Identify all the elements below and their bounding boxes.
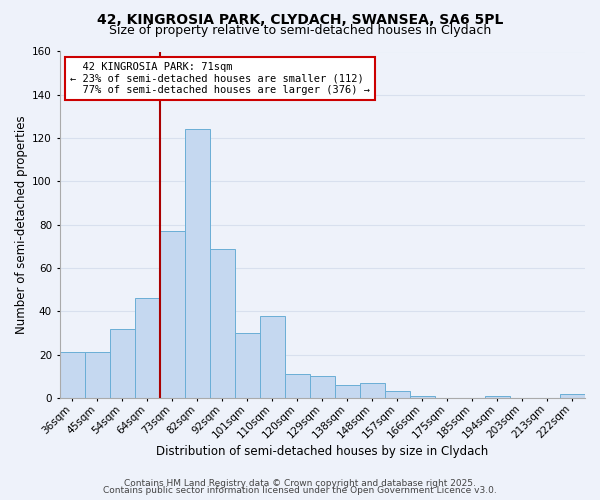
Bar <box>360 383 385 398</box>
Text: 42 KINGROSIA PARK: 71sqm
← 23% of semi-detached houses are smaller (112)
  77% o: 42 KINGROSIA PARK: 71sqm ← 23% of semi-d… <box>70 62 370 95</box>
Text: Contains HM Land Registry data © Crown copyright and database right 2025.: Contains HM Land Registry data © Crown c… <box>124 478 476 488</box>
Bar <box>335 385 360 398</box>
Bar <box>385 392 410 398</box>
Bar <box>560 394 585 398</box>
Bar <box>235 333 260 398</box>
Bar <box>410 396 435 398</box>
Y-axis label: Number of semi-detached properties: Number of semi-detached properties <box>15 116 28 334</box>
Bar <box>59 352 85 398</box>
Bar <box>185 130 209 398</box>
Text: Contains public sector information licensed under the Open Government Licence v3: Contains public sector information licen… <box>103 486 497 495</box>
Bar <box>85 352 110 398</box>
Bar <box>485 396 510 398</box>
Bar <box>110 328 134 398</box>
Bar <box>134 298 160 398</box>
Text: Size of property relative to semi-detached houses in Clydach: Size of property relative to semi-detach… <box>109 24 491 37</box>
Bar <box>160 231 185 398</box>
Text: 42, KINGROSIA PARK, CLYDACH, SWANSEA, SA6 5PL: 42, KINGROSIA PARK, CLYDACH, SWANSEA, SA… <box>97 12 503 26</box>
Bar <box>209 248 235 398</box>
X-axis label: Distribution of semi-detached houses by size in Clydach: Distribution of semi-detached houses by … <box>156 444 488 458</box>
Bar <box>285 374 310 398</box>
Bar <box>310 376 335 398</box>
Bar <box>260 316 285 398</box>
